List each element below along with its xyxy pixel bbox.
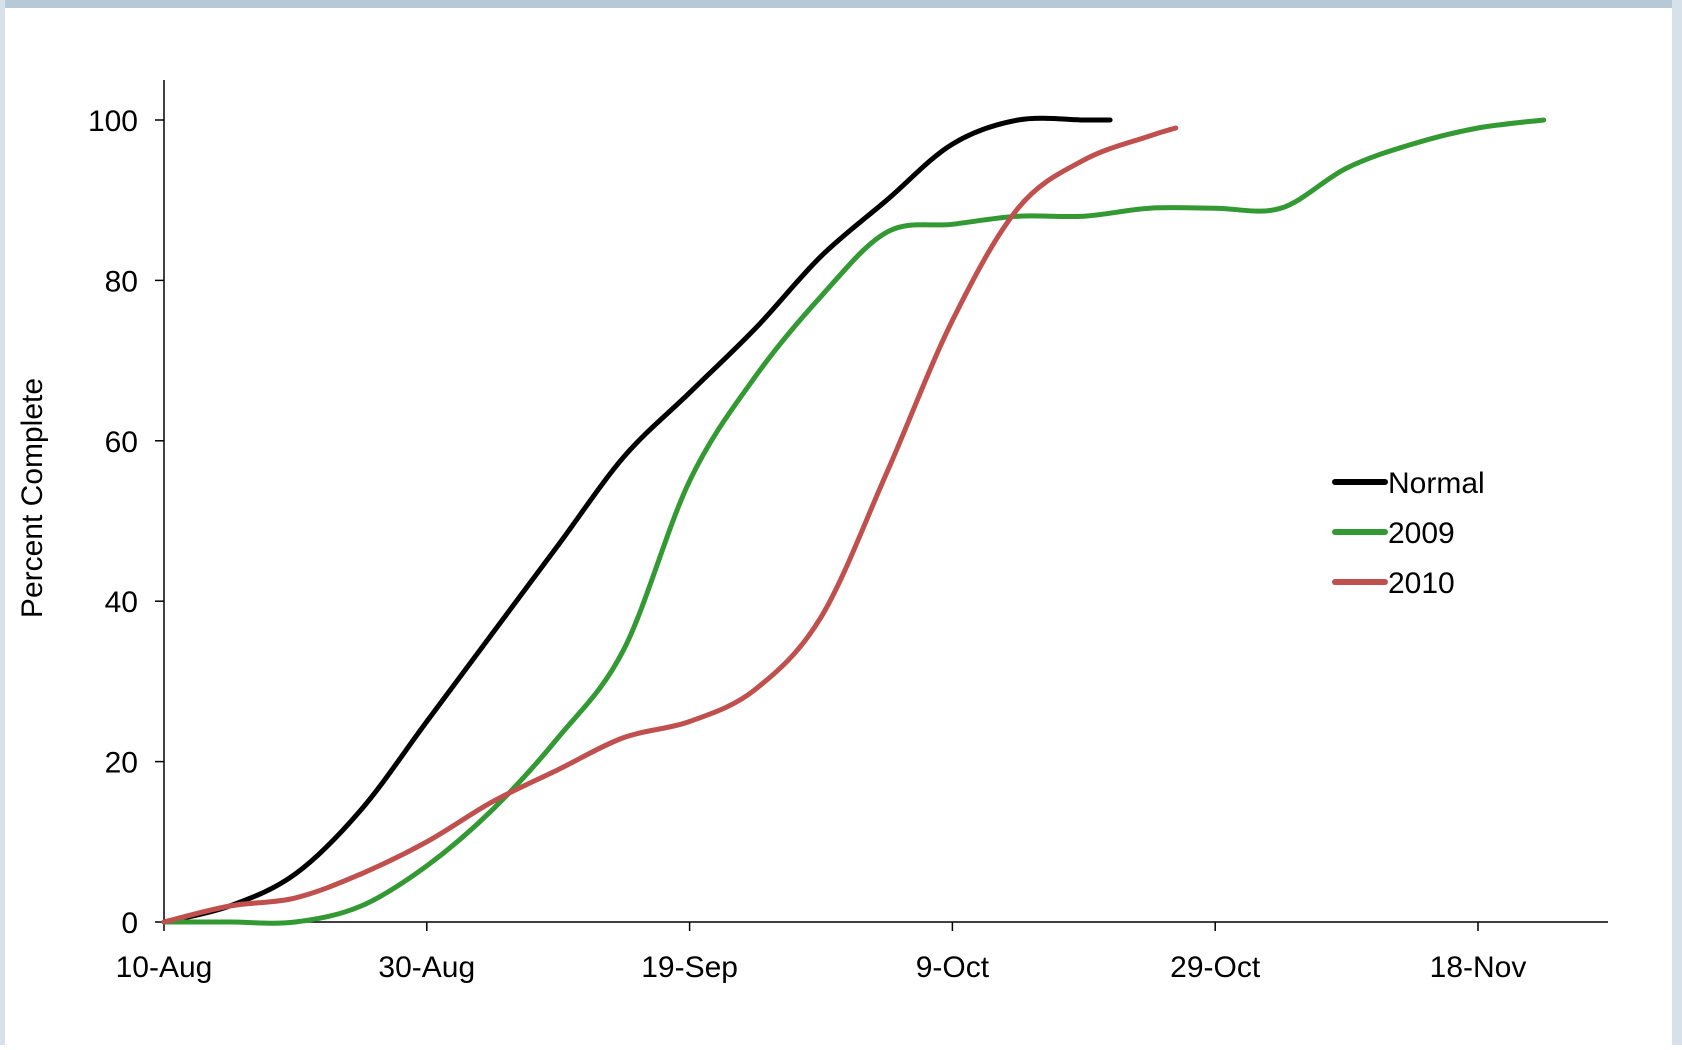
right-border-strip bbox=[1672, 0, 1682, 1045]
x-tick-label: 10-Aug bbox=[116, 951, 213, 984]
series-line-2009 bbox=[161, 117, 1547, 926]
y-tick-label: 0 bbox=[121, 907, 138, 940]
series-line-normal bbox=[161, 115, 1113, 925]
legend-label-normal: Normal bbox=[1388, 467, 1485, 500]
legend-label-2009: 2009 bbox=[1388, 517, 1455, 550]
x-tick-label: 18-Nov bbox=[1430, 951, 1527, 984]
y-tick-label: 20 bbox=[105, 747, 138, 780]
y-tick-label: 40 bbox=[105, 586, 138, 619]
series-group bbox=[161, 115, 1547, 926]
x-tick-label: 9-Oct bbox=[916, 951, 990, 984]
y-tick-label: 60 bbox=[105, 426, 138, 459]
x-tick-label: 30-Aug bbox=[378, 951, 475, 984]
legend-label-2010: 2010 bbox=[1388, 567, 1455, 600]
series-line-2010 bbox=[161, 125, 1179, 925]
left-border-strip bbox=[0, 0, 5, 1045]
axes-group: 0 20 40 60 80 100 10-Aug 30-Aug 19-Sep 9-Oct 29-Oc… bbox=[88, 80, 1608, 984]
y-tick-label: 100 bbox=[88, 105, 138, 138]
y-axis-label: Percent Complete bbox=[16, 378, 49, 618]
x-tick-label: 29-Oct bbox=[1170, 951, 1261, 984]
x-tick-label: 19-Sep bbox=[641, 951, 738, 984]
top-border-strip bbox=[0, 0, 1682, 8]
legend: Normal 2009 2010 bbox=[1332, 467, 1485, 600]
y-tick-label: 80 bbox=[105, 265, 138, 298]
